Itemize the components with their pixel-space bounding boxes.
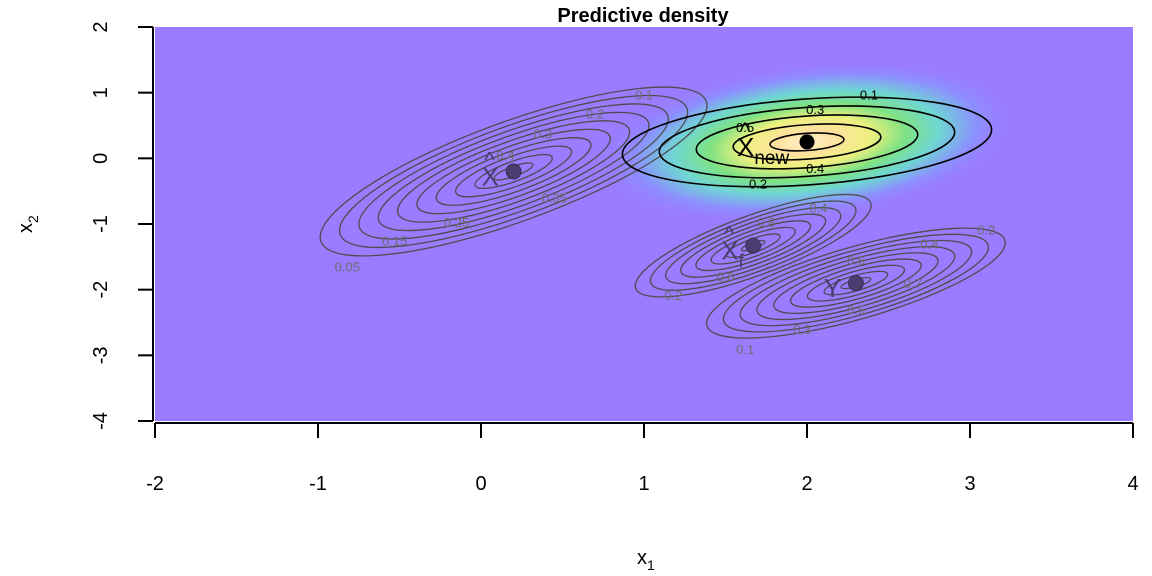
- contour-label: 0.2: [586, 107, 604, 122]
- x-tick-label: 3: [964, 473, 975, 495]
- contour-ring: [338, 94, 689, 249]
- y-tick-label: -1: [90, 215, 112, 233]
- contour-labels: 0.1 0.2 0.3 0.4 0.35 0.25 0.15 0.05 0.4 0.8 0.6 0.2…: [335, 88, 996, 357]
- contour-ring: [319, 86, 708, 257]
- contour-ring: [634, 193, 872, 298]
- y-tick-label: 0: [90, 153, 112, 164]
- contour-label: 0.5: [736, 120, 754, 135]
- contour-ring: [773, 252, 939, 314]
- x-tick-label: 0: [475, 473, 486, 495]
- center-point-y: [847, 275, 864, 292]
- contours-x: [319, 86, 708, 257]
- axes: -2 -1 0 1 2 3 4 -4 -3 -2 -1 0 1 2: [90, 21, 1139, 495]
- contour-ring: [739, 239, 973, 327]
- contour-label: 0.8: [757, 215, 775, 230]
- contour-ring: [769, 132, 845, 152]
- contour-ring: [454, 145, 573, 198]
- contour-ring: [732, 123, 882, 161]
- contour-ring: [474, 153, 553, 189]
- contour-label: 0.3: [793, 322, 811, 337]
- y-tick-label: 1: [90, 87, 112, 98]
- contour-ring: [806, 264, 906, 302]
- point-label-xnew: Xnew: [737, 132, 789, 169]
- contours-xf: [634, 193, 872, 298]
- contour-label: 0.1: [860, 88, 878, 103]
- contour-label: 0.25: [444, 215, 469, 230]
- contour-label: 0.35: [542, 191, 567, 206]
- contour-label: 0.2: [664, 288, 682, 303]
- hat-accent: ^: [484, 147, 495, 172]
- x-axis-title: x1: [637, 547, 655, 573]
- contour-ring: [789, 258, 922, 308]
- contour-ring: [649, 200, 857, 291]
- hat-accent: ^: [724, 222, 735, 247]
- contour-label: 0.2: [977, 222, 995, 237]
- x-tick-label: -2: [146, 473, 164, 495]
- contour-label: 0.1: [635, 88, 653, 103]
- center-point-x: [505, 163, 522, 180]
- contour-label: 0.7: [904, 276, 922, 291]
- contour-ring: [416, 128, 611, 215]
- contour-ring: [658, 105, 956, 179]
- x-tick-label: 4: [1127, 473, 1138, 495]
- contour-label: 0.5: [847, 302, 865, 317]
- contour-ring: [705, 227, 1006, 339]
- contour-label: 0.3: [806, 102, 824, 117]
- contour-ring: [664, 206, 842, 285]
- y-tick-label: -2: [90, 281, 112, 299]
- contour-ring: [756, 246, 956, 321]
- point-label-y: Y: [824, 273, 841, 303]
- y-axis-title: x2: [15, 215, 41, 233]
- contour-ring: [680, 213, 827, 278]
- y-tick-label: -4: [90, 412, 112, 430]
- contour-label: 0.4: [496, 148, 514, 163]
- contour-ring: [377, 111, 650, 232]
- point-label-x: X: [482, 161, 499, 191]
- contour-label: 0.4: [920, 237, 938, 252]
- contour-label: 0.4: [806, 161, 824, 176]
- y-axis-ticks: -4 -3 -2 -1 0 1 2: [90, 21, 153, 430]
- contour-ring: [695, 220, 812, 272]
- center-point-xnew: [799, 134, 815, 150]
- point-label-xf: Xf: [721, 236, 744, 273]
- contour-label: 0.15: [382, 233, 407, 248]
- contours-xnew: [621, 96, 993, 188]
- y-tick-label: -3: [90, 346, 112, 364]
- y-tick-label: 2: [90, 21, 112, 32]
- contour-label: 0.3: [534, 126, 552, 141]
- contour-label: 0.1: [736, 342, 754, 357]
- contour-ring: [396, 120, 631, 223]
- contour-ring: [695, 114, 919, 170]
- contour-ring: [722, 233, 990, 333]
- chart-title: Predictive density: [557, 5, 729, 27]
- hat-accent: ^: [740, 118, 751, 143]
- contour-ring: [358, 103, 669, 240]
- x-tick-label: 2: [801, 473, 812, 495]
- contour-label: 0.4: [809, 201, 827, 216]
- x-axis-ticks: -2 -1 0 1 2 3 4: [146, 423, 1139, 495]
- contour-label: 0.2: [749, 176, 767, 191]
- contour-label: 0.6: [716, 270, 734, 285]
- x-tick-label: 1: [638, 473, 649, 495]
- center-point-xf: [745, 237, 762, 254]
- contour-label: 0.05: [335, 260, 360, 275]
- contour-label: 0.6: [847, 253, 865, 268]
- x-tick-label: -1: [309, 473, 327, 495]
- contour-ring: [710, 226, 796, 265]
- contour-ring: [435, 137, 592, 206]
- contour-ring: [621, 96, 993, 188]
